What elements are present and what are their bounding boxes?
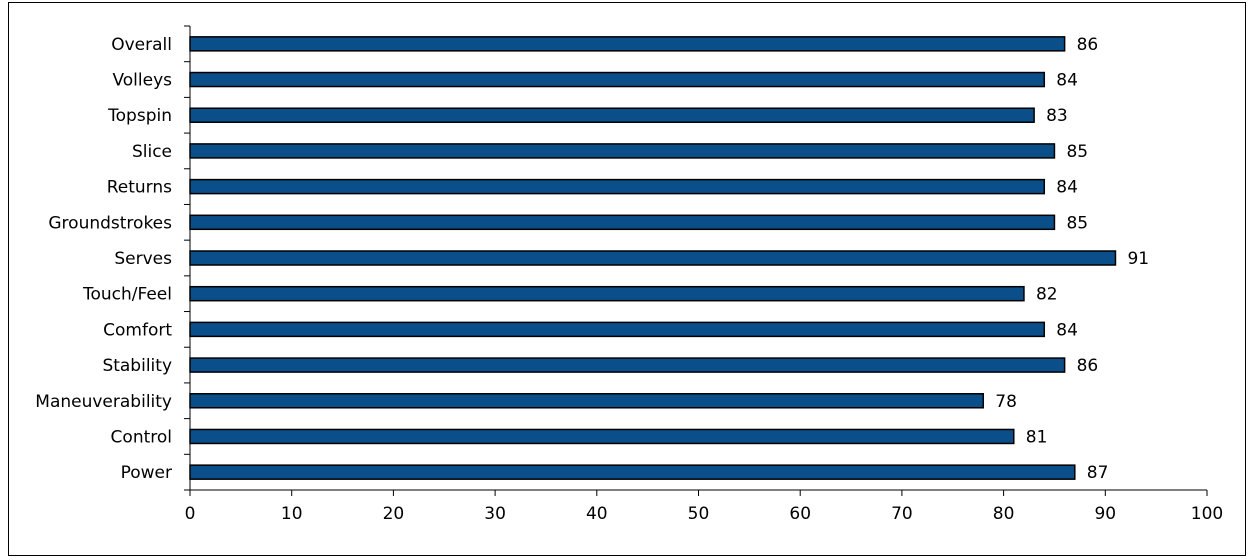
value-label: 86: [1077, 35, 1099, 55]
value-label: 82: [1036, 285, 1058, 305]
bar: [189, 285, 1025, 302]
bar: [189, 464, 1076, 480]
bar: [189, 71, 1046, 88]
value-label: 84: [1056, 320, 1078, 340]
value-label: 84: [1056, 71, 1078, 91]
bar: [189, 107, 1035, 123]
y-tick-label: Touch/Feel: [82, 285, 172, 305]
x-tick-label: 80: [993, 504, 1015, 524]
x-tick-label: 70: [891, 504, 913, 524]
y-tick-label: Serves: [114, 249, 172, 269]
x-tick-label: 0: [185, 504, 196, 524]
y-tick-label: Slice: [132, 142, 172, 162]
value-label: 87: [1087, 463, 1109, 483]
x-tick-label: 60: [789, 504, 811, 524]
y-tick-label: Stability: [102, 356, 172, 376]
value-label: 83: [1046, 106, 1068, 126]
x-tick-label: 100: [1191, 504, 1223, 524]
bar: [189, 214, 1056, 231]
x-tick-label: 10: [281, 504, 303, 524]
bar: [189, 250, 1117, 266]
y-tick-label: Volleys: [112, 71, 172, 91]
y-tick-label: Power: [121, 463, 172, 483]
x-tick-label: 50: [688, 504, 710, 524]
bar: [189, 178, 1046, 195]
bar: [189, 143, 1056, 159]
value-label: 78: [995, 392, 1017, 412]
value-label: 84: [1056, 178, 1078, 198]
y-tick-label: Maneuverability: [35, 392, 172, 412]
bar: [189, 321, 1046, 338]
y-tick-label: Topspin: [107, 106, 172, 126]
value-label: 86: [1077, 356, 1099, 376]
bar: [189, 428, 1015, 445]
x-tick-label: 90: [1094, 504, 1116, 524]
chart-border: [8, 2, 1246, 556]
value-label: 85: [1066, 142, 1088, 162]
value-label: 81: [1026, 427, 1048, 447]
value-label: 85: [1066, 213, 1088, 233]
bar: [189, 357, 1066, 373]
y-tick-label: Groundstrokes: [48, 213, 172, 233]
x-tick-label: 40: [586, 504, 608, 524]
y-tick-label: Overall: [111, 35, 172, 55]
y-tick-label: Comfort: [103, 320, 172, 340]
y-tick-label: Returns: [107, 178, 172, 198]
bar: [189, 393, 985, 409]
bar: [189, 36, 1066, 52]
x-tick-label: 30: [484, 504, 506, 524]
x-tick-label: 20: [383, 504, 405, 524]
y-tick-label: Control: [111, 427, 172, 447]
value-label: 91: [1127, 249, 1149, 269]
